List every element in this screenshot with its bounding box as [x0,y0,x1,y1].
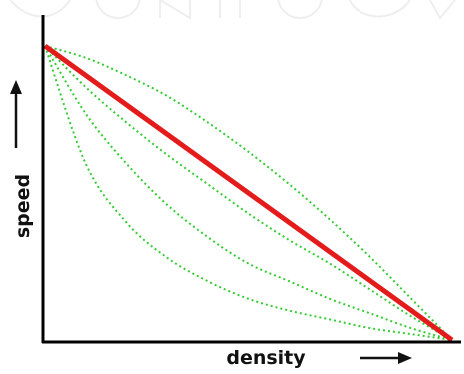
series-line-green-dotted-1 [44,45,453,341]
series-line-red-linear [43,43,454,343]
x-axis-label: density [226,347,306,369]
y-axis-label: speed [12,174,34,238]
x-axis-arrow [360,352,412,364]
series-line-green-dotted-4 [44,45,453,341]
series-line-green-dotted-3 [44,45,453,341]
y-axis-arrow [10,80,22,148]
series-layer [43,43,454,343]
series-line-green-dotted-2 [44,45,453,341]
